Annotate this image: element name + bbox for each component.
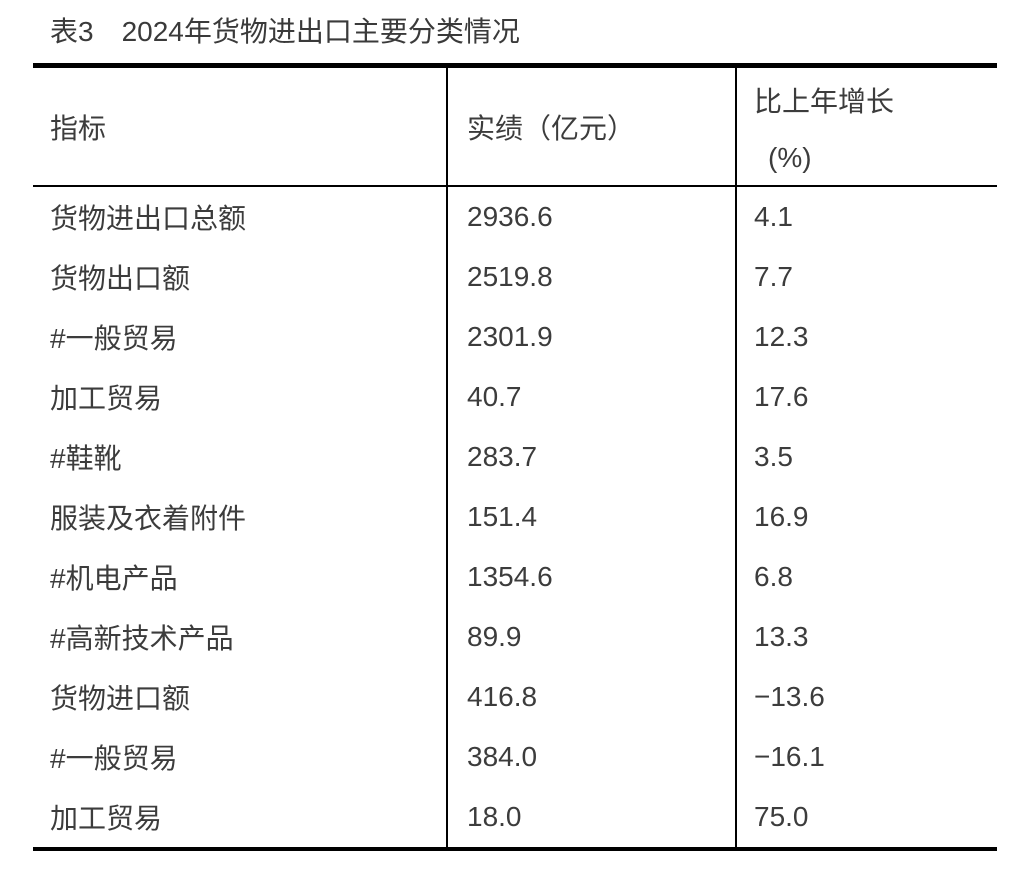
indicator-cell: #一般贸易 xyxy=(50,743,178,774)
trade-table: 指标 实绩（亿元） 比上年增长 (%) 货物进出口总额 2936.6 4.1 货… xyxy=(33,63,997,851)
indicator-cell: #一般贸易 xyxy=(50,323,178,354)
growth-cell: 12.3 xyxy=(735,307,997,367)
indicator-cell: 服装及衣着附件 xyxy=(50,503,247,534)
value-cell: 2936.6 xyxy=(446,187,735,247)
table-row: #高新技术产品 89.9 13.3 xyxy=(33,607,997,667)
table-row: 货物出口额 2519.8 7.7 xyxy=(33,247,997,307)
header-indicator: 指标 xyxy=(50,112,107,144)
indicator-cell: #机电产品 xyxy=(50,563,178,594)
growth-cell: −13.6 xyxy=(735,667,997,727)
value-cell: 416.8 xyxy=(446,667,735,727)
value-cell: 2519.8 xyxy=(446,247,735,307)
header-growth: 比上年增长 (%) xyxy=(735,68,997,185)
growth-cell: 75.0 xyxy=(735,787,997,847)
value-cell: 151.4 xyxy=(446,487,735,547)
growth-cell: 3.5 xyxy=(735,427,997,487)
value-cell: 1354.6 xyxy=(446,547,735,607)
value-cell: 384.0 xyxy=(446,727,735,787)
growth-cell: 4.1 xyxy=(735,187,997,247)
table-row: #机电产品 1354.6 6.8 xyxy=(33,547,997,607)
indicator-cell: 货物进口额 xyxy=(50,683,191,714)
header-row: 指标 实绩（亿元） 比上年增长 (%) xyxy=(33,68,997,187)
indicator-cell: 加工贸易 xyxy=(50,803,163,834)
header-value: 实绩（亿元） xyxy=(446,68,735,185)
table-row: #一般贸易 2301.9 12.3 xyxy=(33,307,997,367)
indicator-cell: 货物进出口总额 xyxy=(50,203,247,234)
indicator-cell: #高新技术产品 xyxy=(50,623,234,654)
growth-cell: 17.6 xyxy=(735,367,997,427)
header-growth-label: 比上年增长 xyxy=(754,85,895,117)
value-cell: 283.7 xyxy=(446,427,735,487)
page-title: 表3 2024年货物进出口主要分类情况 xyxy=(50,16,520,47)
growth-cell: −16.1 xyxy=(735,727,997,787)
table-row: 服装及衣着附件 151.4 16.9 xyxy=(33,487,997,547)
table-row: 加工贸易 18.0 75.0 xyxy=(33,787,997,847)
value-cell: 89.9 xyxy=(446,607,735,667)
header-growth-unit: (%) xyxy=(768,141,812,173)
table-row: 加工贸易 40.7 17.6 xyxy=(33,367,997,427)
value-cell: 2301.9 xyxy=(446,307,735,367)
indicator-cell: 加工贸易 xyxy=(50,383,163,414)
indicator-cell: #鞋靴 xyxy=(50,443,122,474)
value-cell: 18.0 xyxy=(446,787,735,847)
indicator-cell: 货物出口额 xyxy=(50,263,191,294)
value-cell: 40.7 xyxy=(446,367,735,427)
growth-cell: 13.3 xyxy=(735,607,997,667)
page: 表3 2024年货物进出口主要分类情况 指标 实绩（亿元） 比上年增长 (%) … xyxy=(0,15,1034,851)
table-row: #一般贸易 384.0 −16.1 xyxy=(33,727,997,787)
growth-cell: 7.7 xyxy=(735,247,997,307)
table-row: #鞋靴 283.7 3.5 xyxy=(33,427,997,487)
table-row: 货物进出口总额 2936.6 4.1 xyxy=(33,187,997,247)
growth-cell: 6.8 xyxy=(735,547,997,607)
table-row: 货物进口额 416.8 −13.6 xyxy=(33,667,997,727)
growth-cell: 16.9 xyxy=(735,487,997,547)
